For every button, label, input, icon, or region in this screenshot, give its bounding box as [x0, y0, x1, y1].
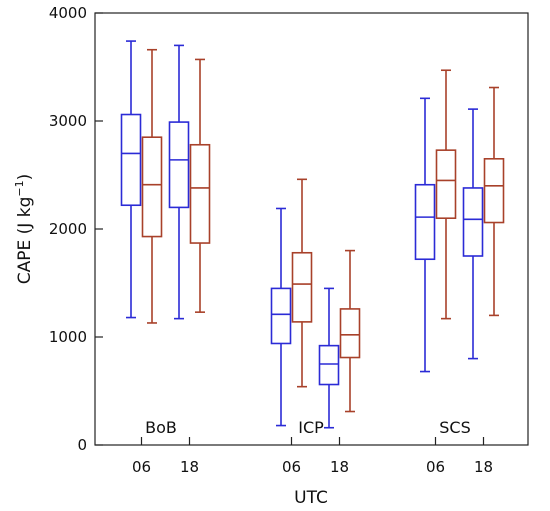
iqr-box	[435, 149, 457, 220]
y-tick-label: 3000	[49, 112, 87, 130]
region-label-icp: ICP	[298, 418, 324, 437]
iqr-box	[291, 251, 313, 323]
region-label-bob: BoB	[145, 418, 177, 437]
x-tick-label: 18	[180, 458, 199, 476]
x-axis-title: UTC	[294, 488, 328, 508]
y-tick-label: 2000	[49, 220, 87, 238]
y-axis-title-main: CAPE (J kg	[15, 197, 35, 285]
iqr-box	[414, 183, 436, 261]
box-icp-06-b	[291, 178, 313, 388]
region-label-scs: SCS	[439, 418, 470, 437]
iqr-box	[483, 158, 505, 224]
box-bob-06-a	[120, 40, 142, 319]
x-tick-label: 06	[282, 458, 301, 476]
x-tick-label: 18	[474, 458, 493, 476]
iqr-box	[339, 308, 361, 359]
box-scs-06-a	[414, 97, 436, 373]
box-scs-06-b	[435, 69, 457, 320]
iqr-box	[120, 113, 142, 207]
box-series	[120, 40, 505, 429]
box-icp-06-a	[270, 207, 292, 427]
region-labels: BoB ICP SCS	[145, 418, 471, 437]
box-bob-18-a	[168, 44, 190, 320]
y-axis-title-sup: −1	[13, 180, 26, 196]
x-tick-label: 06	[132, 458, 151, 476]
y-axis-title: CAPE (J kg−1)	[13, 174, 35, 284]
x-axis: 06 18 06 18 06 18	[132, 437, 493, 476]
y-tick-label: 1000	[49, 328, 87, 346]
iqr-box	[318, 344, 340, 386]
y-axis: 0 1000 2000 3000 4000	[49, 4, 103, 454]
box-scs-18-b	[483, 86, 505, 317]
y-tick-label: 0	[77, 436, 87, 454]
y-tick-label: 4000	[49, 4, 87, 22]
box-scs-18-a	[462, 108, 484, 360]
iqr-box	[462, 187, 484, 257]
box-bob-18-b	[189, 58, 211, 313]
iqr-box	[168, 121, 190, 209]
x-tick-label: 06	[426, 458, 445, 476]
y-axis-title-close: )	[15, 174, 35, 181]
box-icp-18-a	[318, 287, 340, 429]
iqr-box	[270, 287, 292, 345]
iqr-box	[189, 143, 211, 244]
iqr-box	[141, 136, 163, 238]
box-icp-18-b	[339, 249, 361, 413]
x-tick-label: 18	[330, 458, 349, 476]
box-bob-06-b	[141, 48, 163, 324]
